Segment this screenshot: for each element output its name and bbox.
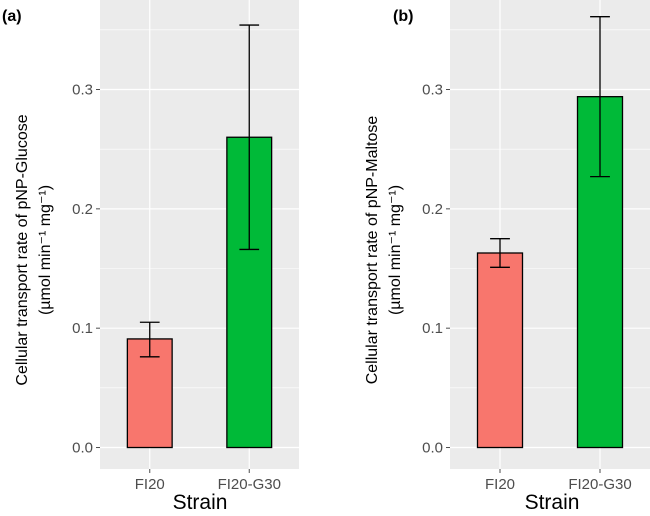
panel-b: (b) 0.0 0.1 0.2 0.3 FI20 FI20-G30 Strain Cel… [364, 0, 650, 514]
panel-b-x-axis-title: Strain [525, 491, 580, 514]
panel-a-x-axis: FI20 FI20-G30 [135, 469, 281, 493]
panel-b-bar-fi20 [476, 252, 524, 449]
panel-b-y-tick-label: 0.2 [422, 201, 443, 218]
panel-a: (a) 0.0 0.1 0.2 0.3 FI20 FI20-G30 Strain Cel… [2, 0, 299, 514]
panel-b-y-tick-label: 0.1 [422, 320, 443, 337]
panel-a-x-tick-label: FI20 [135, 476, 165, 493]
panel-a-y-axis-title-line2: (µmol min⁻¹ mg⁻¹) [37, 185, 54, 315]
panel-a-bar-fi20 [126, 338, 173, 449]
panel-b-y-axis-title-line1: Cellular transport rate of pNP-Maltose [364, 116, 381, 385]
panel-b-label: (b) [393, 8, 413, 25]
panel-a-label: (a) [2, 8, 22, 25]
panel-a-y-tick-label: 0.1 [72, 320, 93, 337]
panel-a-y-axis-title-line1: Cellular transport rate of pNP-Glucose [14, 114, 31, 385]
panel-b-x-axis: FI20 FI20-G30 [485, 469, 632, 493]
panel-a-y-axis: 0.0 0.1 0.2 0.3 [72, 82, 100, 457]
panel-a-marks [126, 24, 273, 449]
panel-b-marks [476, 16, 624, 449]
panel-a-y-tick-label: 0.2 [72, 201, 93, 218]
panel-b-y-tick-label: 0.3 [422, 82, 443, 99]
panel-a-x-axis-title: Strain [173, 491, 228, 514]
panel-b-x-tick-label: FI20-G30 [568, 476, 631, 493]
panel-b-x-tick-label: FI20 [485, 476, 515, 493]
panel-b-y-axis: 0.0 0.1 0.2 0.3 [422, 82, 450, 457]
panel-a-x-tick-label: FI20-G30 [218, 476, 281, 493]
panel-b-y-tick-label: 0.0 [422, 440, 443, 457]
panel-a-y-tick-label: 0.3 [72, 82, 93, 99]
panel-b-y-axis-title-line2: (µmol min⁻¹ mg⁻¹) [387, 185, 404, 315]
panel-a-y-tick-label: 0.0 [72, 440, 93, 457]
